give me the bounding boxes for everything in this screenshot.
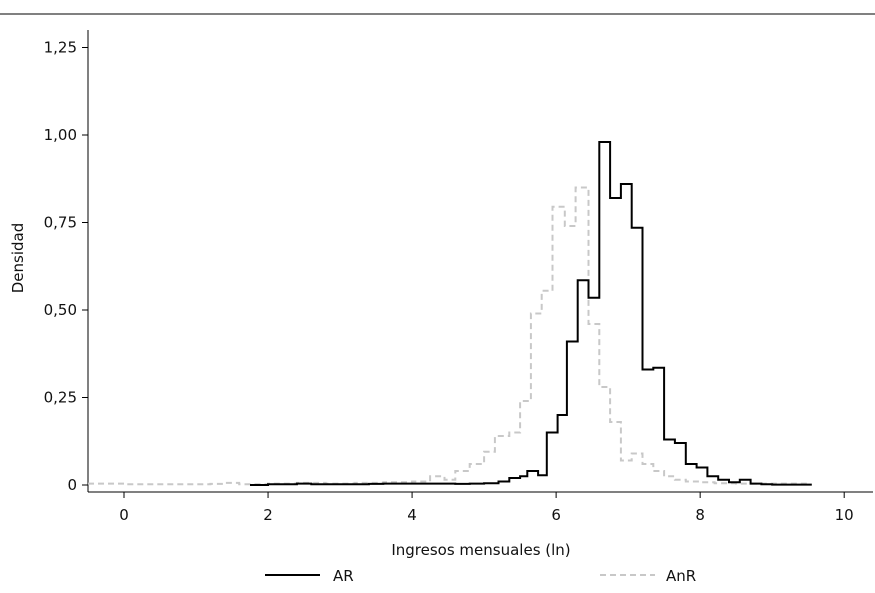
x-tick-label: 6 (551, 506, 561, 524)
x-axis-title: Ingresos mensuales (ln) (391, 541, 570, 559)
x-tick-label: 8 (695, 506, 705, 524)
axes: 0 0,25 0,50 0,75 1,00 1,25 0 2 4 6 8 10 (44, 30, 873, 524)
y-tick-label: 0,50 (44, 301, 77, 319)
x-tick-label: 2 (263, 506, 273, 524)
x-tick-label: 10 (835, 506, 854, 524)
x-tick-label: 4 (407, 506, 417, 524)
legend-label-anr: AnR (666, 567, 696, 585)
series-layer (88, 141, 812, 486)
legend: AR AnR (265, 567, 696, 585)
y-tick-label: 0,75 (44, 214, 77, 232)
y-axis-title: Densidad (9, 223, 27, 294)
y-tick-label: 0,25 (44, 389, 77, 407)
y-tick-label: 1,00 (44, 126, 77, 144)
legend-label-ar: AR (333, 567, 354, 585)
series-anr-line (88, 186, 810, 486)
series-ar-line (250, 141, 812, 486)
y-tick-label: 0 (67, 476, 77, 494)
x-tick-label: 0 (119, 506, 129, 524)
y-tick-label: 1,25 (44, 39, 77, 57)
